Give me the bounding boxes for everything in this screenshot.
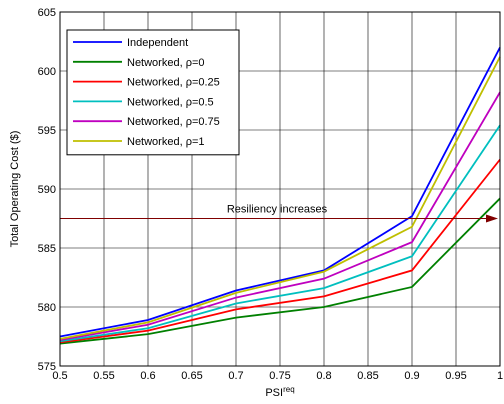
x-tick-label: 0.65 [181,370,202,382]
x-tick-label: 0.5 [52,370,67,382]
legend-box [66,29,240,156]
y-tick-labels: 575 580 585 590 595 600 605 [38,7,56,373]
legend: Independent Networked, ρ=0 Networked, ρ=0.… [66,29,240,156]
legend-label-2: Networked, ρ=0.25 [127,77,220,89]
series-lines [59,46,501,345]
plot-frame [59,11,501,367]
x-tick-label: 0.95 [445,370,466,382]
y-tick-label: 585 [38,243,56,255]
x-tick-label: 0.8 [316,370,331,382]
series-line-0 [59,46,501,338]
legend-label-1: Networked, ρ=0 [127,57,205,69]
series-line-4 [59,91,501,341]
x-axis-label: PSIreq [265,385,294,399]
series-line-2 [59,158,501,344]
legend-label-0: Independent [127,37,188,49]
x-tick-label: 1 [497,370,503,382]
legend-label-5: Networked, ρ=1 [127,136,205,148]
series-line-5 [59,56,501,340]
x-tick-label: 0.9 [404,370,419,382]
series-line-3 [59,124,501,343]
y-tick-label: 605 [38,7,56,19]
annotation-arrowhead [486,214,498,223]
y-tick-label: 595 [38,125,56,137]
annotation: Resiliency increases [60,204,498,223]
x-tick-label: 0.85 [357,370,378,382]
x-tick-label: 0.7 [228,370,243,382]
annotation-text: Resiliency increases [227,204,328,216]
series-line-1 [59,197,501,345]
legend-label-3: Networked, ρ=0.5 [127,96,214,108]
y-axis-label: Total Operating Cost ($) [9,131,21,248]
x-tick-labels: 0.5 0.55 0.6 0.65 0.7 0.75 0.8 0.85 0.9 0.95 1 [52,370,503,382]
y-tick-label: 600 [38,66,56,78]
x-tick-label: 0.6 [140,370,155,382]
y-tick-label: 580 [38,302,56,314]
x-tick-label: 0.55 [93,370,114,382]
y-tick-label: 590 [38,184,56,196]
x-tick-label: 0.75 [269,370,290,382]
y-tick-label: 575 [38,361,56,373]
legend-label-4: Networked, ρ=0.75 [127,116,220,128]
